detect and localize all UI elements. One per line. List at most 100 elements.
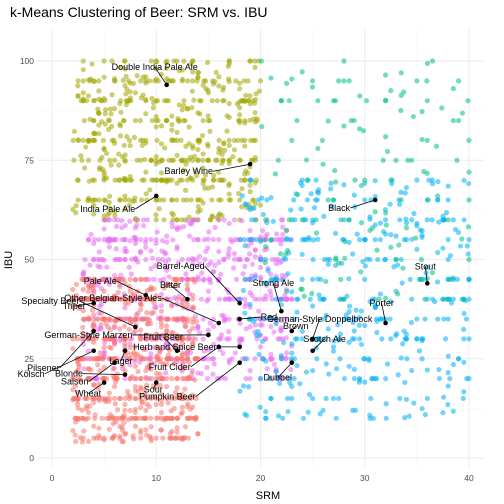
- data-point: [164, 233, 170, 239]
- data-point: [271, 361, 277, 367]
- data-point: [91, 78, 97, 85]
- data-point: [122, 368, 128, 374]
- data-point: [421, 168, 427, 175]
- data-point: [226, 182, 232, 189]
- data-point: [346, 239, 352, 245]
- data-point: [347, 303, 353, 309]
- data-point: [455, 78, 462, 84]
- data-point: [111, 356, 118, 362]
- data-point: [414, 246, 420, 252]
- data-point: [184, 415, 191, 421]
- data-point: [289, 289, 295, 295]
- ticks-layer: 0 10 20 30 40 0 25 50 75 100: [20, 56, 474, 483]
- data-point: [289, 383, 295, 390]
- data-point: [78, 153, 84, 159]
- data-point: [179, 341, 185, 347]
- data-point: [107, 106, 113, 112]
- data-point: [304, 197, 311, 203]
- data-point: [346, 339, 352, 345]
- data-point: [106, 415, 112, 421]
- data-point: [101, 376, 107, 382]
- data-point: [108, 111, 114, 117]
- data-point: [398, 197, 404, 203]
- data-point: [317, 411, 323, 417]
- data-point: [248, 137, 254, 143]
- data-point: [283, 227, 290, 234]
- data-point: [287, 237, 293, 243]
- data-point: [89, 61, 95, 67]
- data-point: [169, 395, 175, 402]
- data-point: [102, 111, 108, 117]
- data-point: [158, 324, 165, 330]
- data-point: [450, 217, 456, 223]
- label-leader-line: [190, 346, 220, 368]
- data-point: [299, 336, 305, 342]
- data-point: [335, 260, 342, 266]
- data-point: [112, 401, 118, 407]
- label-anchor-point: [237, 300, 242, 306]
- data-point: [376, 296, 382, 302]
- data-point: [461, 217, 467, 223]
- data-point: [164, 75, 170, 82]
- data-point: [351, 376, 357, 382]
- data-point: [424, 137, 430, 143]
- data-point: [117, 395, 123, 402]
- data-point: [362, 263, 368, 269]
- data-point: [190, 145, 196, 151]
- data-point: [157, 316, 164, 322]
- data-point: [416, 348, 423, 354]
- data-point: [374, 247, 380, 253]
- data-point: [178, 137, 184, 143]
- data-point: [247, 189, 253, 195]
- data-point: [132, 117, 138, 124]
- data-point: [125, 417, 131, 423]
- data-point: [367, 412, 373, 418]
- data-point: [450, 361, 456, 368]
- data-point: [143, 111, 149, 117]
- data-point: [99, 154, 105, 161]
- data-point: [207, 276, 213, 282]
- data-point: [91, 296, 97, 302]
- data-point: [243, 326, 249, 332]
- data-point: [466, 180, 472, 187]
- data-point: [200, 336, 206, 342]
- data-point: [126, 137, 133, 143]
- data-point: [195, 217, 201, 223]
- data-point: [80, 137, 86, 143]
- data-point: [201, 78, 207, 84]
- x-tick-label: 30: [360, 473, 370, 483]
- data-point: [208, 217, 214, 223]
- label-anchor-point: [310, 336, 315, 342]
- data-point: [461, 336, 467, 342]
- data-point: [174, 336, 180, 342]
- data-point: [153, 395, 159, 402]
- data-point: [91, 130, 97, 137]
- data-point: [216, 197, 222, 203]
- data-point: [226, 296, 232, 302]
- data-point: [122, 222, 128, 229]
- data-point: [299, 276, 305, 282]
- data-point: [403, 216, 409, 222]
- data-point: [255, 296, 261, 302]
- data-point: [240, 271, 246, 277]
- data-point: [313, 177, 319, 183]
- data-point: [85, 93, 92, 99]
- data-point: [395, 291, 401, 297]
- data-point: [99, 415, 105, 421]
- data-point: [149, 296, 155, 302]
- data-point: [180, 336, 186, 342]
- data-point: [85, 283, 92, 290]
- data-point: [409, 157, 415, 163]
- data-point: [219, 374, 225, 381]
- data-point: [257, 322, 264, 328]
- data-point: [205, 143, 211, 149]
- data-point: [216, 237, 222, 243]
- style-label: Other Belgian-Style Ales: [64, 293, 162, 303]
- label-anchor-point: [310, 348, 315, 354]
- data-point: [153, 177, 159, 183]
- data-point: [330, 348, 337, 354]
- data-point: [182, 187, 189, 193]
- data-point: [310, 78, 316, 84]
- data-point: [294, 117, 300, 124]
- data-point: [169, 302, 175, 308]
